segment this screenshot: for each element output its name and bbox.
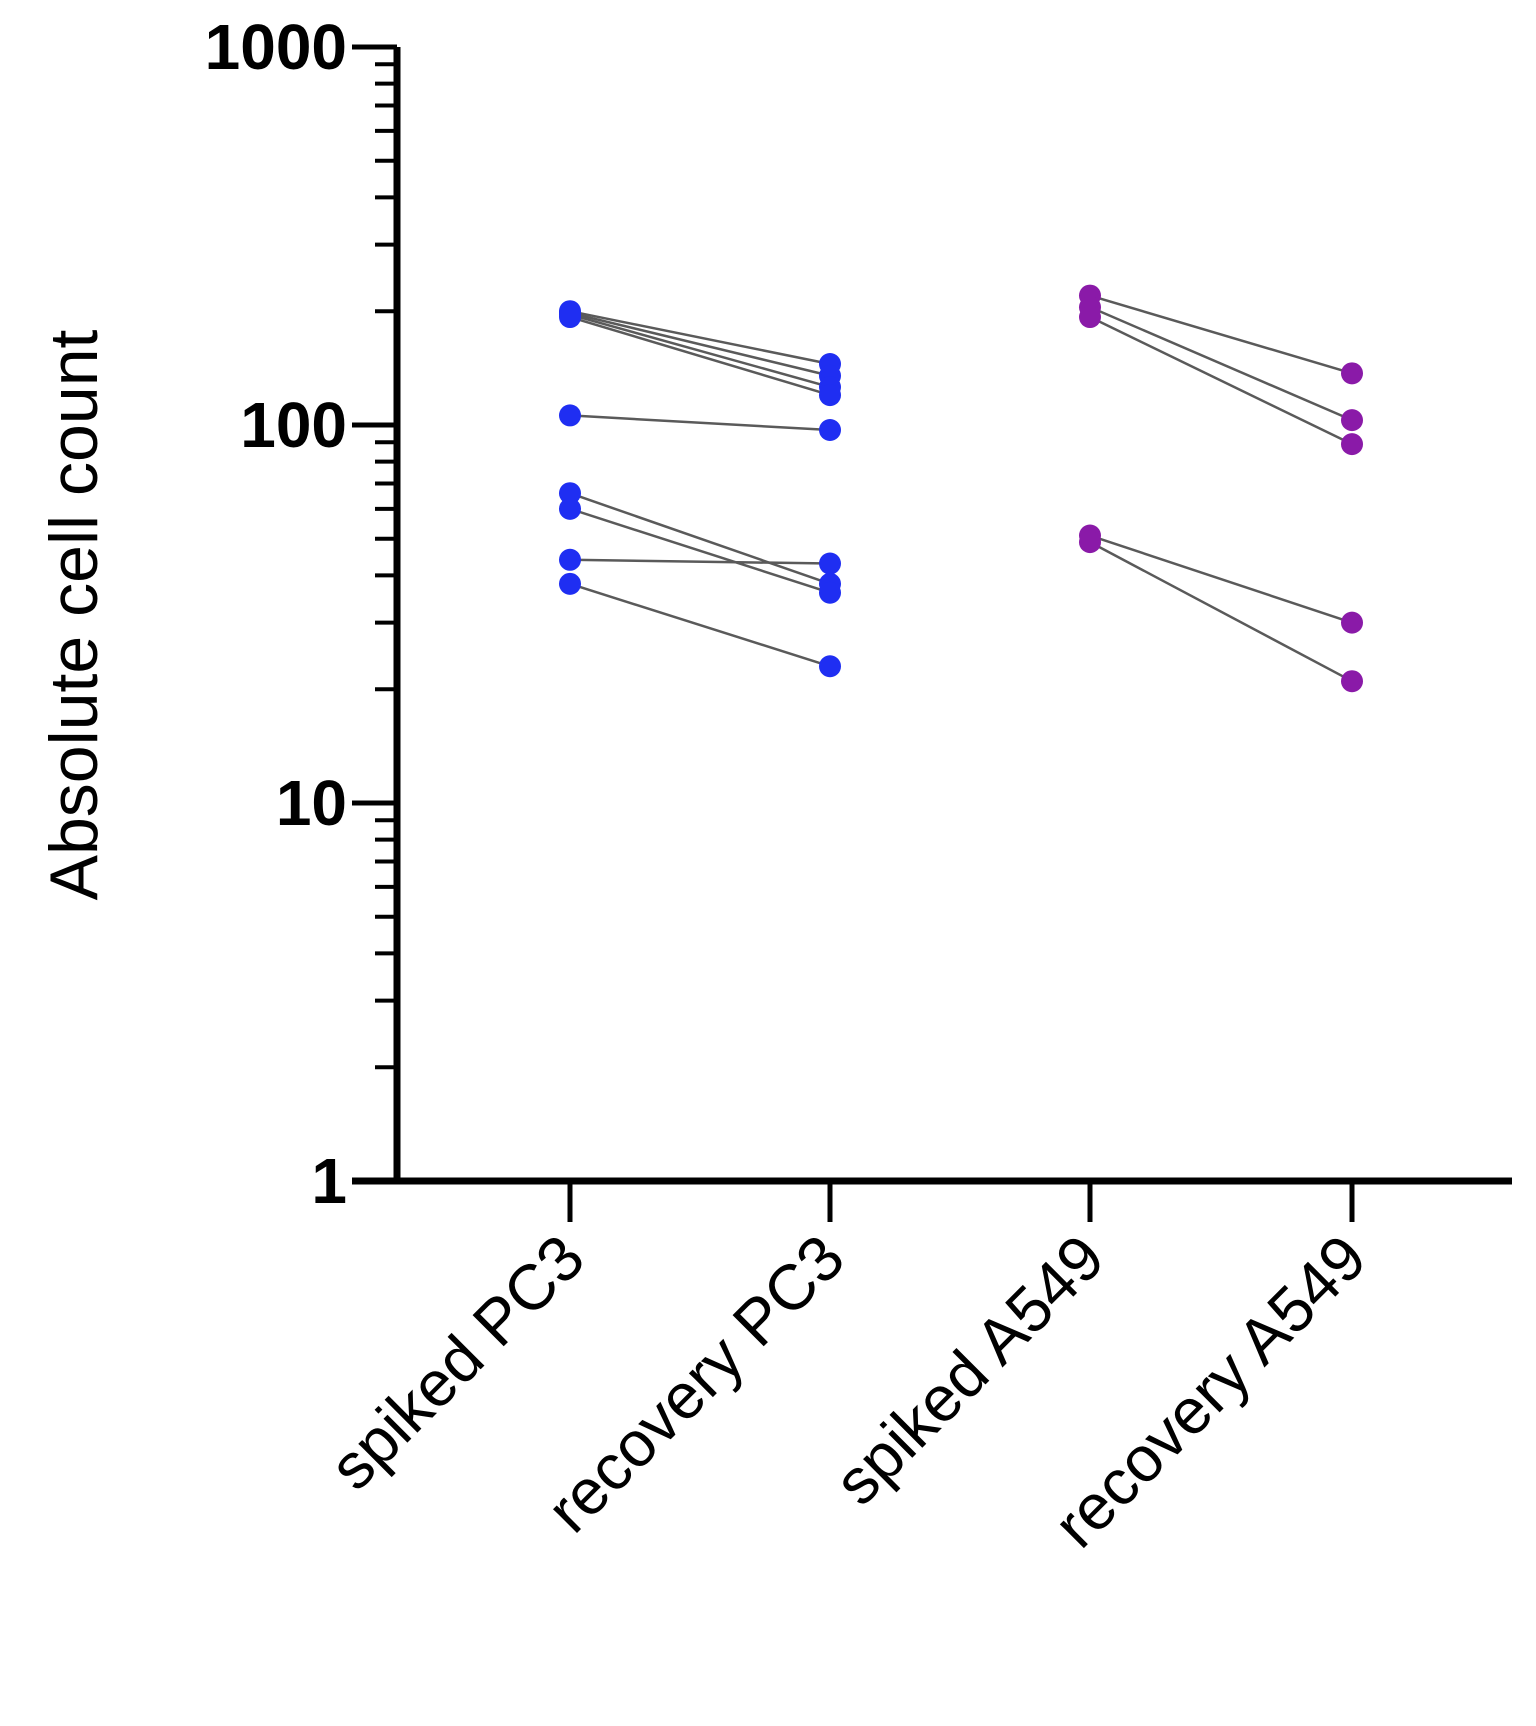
x-tick-label: spiked PC3 [316, 1221, 598, 1503]
pair-line [1089, 306, 1353, 422]
data-point-spiked [1079, 306, 1101, 329]
pair-line [1089, 534, 1353, 624]
data-point-recovery [819, 419, 841, 442]
y-tick-label: 1 [311, 1145, 347, 1217]
data-point-spiked [559, 548, 581, 571]
pair-line [569, 315, 831, 397]
data-point-recovery [819, 655, 841, 678]
data-point-recovery [1341, 362, 1363, 385]
pair-line [569, 414, 831, 432]
pair-line [569, 309, 831, 366]
pair-line [1089, 541, 1353, 683]
data-point-spiked [559, 482, 581, 505]
y-ticks [352, 44, 397, 1184]
pair-line [569, 311, 831, 377]
pair-lines [569, 294, 1353, 683]
data-point-recovery [819, 581, 841, 604]
y-tick-label: 1000 [205, 11, 347, 83]
data-point-spiked [559, 404, 581, 427]
data-point-recovery [1341, 611, 1363, 634]
data-points [559, 284, 1363, 693]
pair-line [569, 582, 831, 668]
y-tick-labels: 1 10 100 1000 [205, 11, 347, 1217]
data-point-recovery [1341, 433, 1363, 456]
data-point-spiked [1079, 531, 1101, 554]
pair-line [569, 492, 831, 586]
y-axis: 1 10 100 1000 [205, 11, 401, 1217]
data-point-recovery [819, 552, 841, 575]
x-ticks [567, 1181, 1355, 1222]
data-point-recovery [1341, 409, 1363, 432]
y-tick-label: 100 [240, 389, 347, 461]
pair-line [569, 507, 831, 594]
pair-line [1089, 315, 1353, 446]
data-point-spiked [559, 497, 581, 520]
x-tick-label: spiked A549 [820, 1221, 1117, 1518]
pair-line [569, 558, 831, 565]
y-tick-label: 10 [276, 767, 347, 839]
data-point-spiked [559, 306, 581, 329]
data-point-spiked [559, 572, 581, 595]
data-point-recovery [819, 384, 841, 407]
pair-line [569, 313, 831, 389]
data-point-recovery [1341, 670, 1363, 693]
pair-line [1089, 294, 1353, 375]
y-axis-title: Absolute cell count [36, 329, 112, 900]
